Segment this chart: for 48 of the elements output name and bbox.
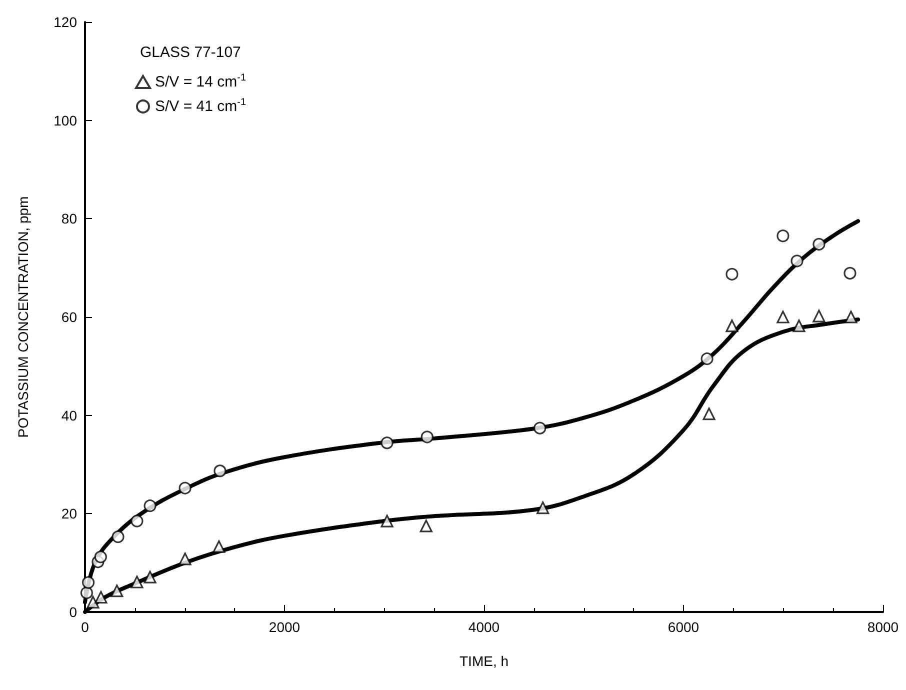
point	[94, 590, 108, 604]
point	[702, 408, 716, 420]
x-tick-label: 8000	[867, 619, 899, 635]
y-tick-label: 80	[61, 210, 78, 227]
point	[726, 268, 738, 281]
point	[776, 310, 790, 324]
point	[536, 501, 550, 514]
x-tick-label: 2000	[268, 619, 300, 635]
point	[178, 482, 192, 494]
y-tick-label: 60	[61, 309, 78, 325]
point	[726, 320, 738, 332]
point	[776, 230, 790, 242]
y-tick-label: 40	[61, 407, 78, 424]
point	[792, 320, 806, 332]
point	[844, 310, 858, 324]
point	[80, 586, 93, 600]
point	[420, 520, 432, 532]
y-tick-label: 100	[54, 112, 78, 128]
point	[534, 422, 546, 434]
point	[144, 570, 156, 584]
point	[94, 550, 107, 564]
point	[112, 530, 124, 544]
point	[178, 552, 192, 566]
point	[790, 254, 804, 268]
x-tick-label: 0	[81, 619, 90, 635]
point	[380, 436, 394, 450]
point	[214, 464, 226, 478]
point	[812, 238, 826, 251]
point	[212, 540, 226, 553]
point	[86, 596, 100, 608]
y-tick-label: 0	[69, 604, 78, 620]
point	[380, 514, 394, 528]
y-tick-label: 20	[61, 506, 78, 522]
point	[812, 310, 826, 322]
point	[110, 584, 124, 598]
point	[130, 514, 144, 528]
point	[844, 266, 856, 280]
point	[130, 576, 144, 588]
y-axis-title: POTASSIUM CONCENTRATION, ppm	[15, 196, 31, 438]
x-axis-title: TIME, h	[459, 653, 509, 669]
point	[82, 576, 95, 589]
x-tick-label: 4000	[468, 619, 500, 635]
point	[144, 500, 156, 512]
point	[700, 352, 714, 366]
point	[420, 430, 434, 444]
x-tick-label: 6000	[668, 619, 700, 635]
legend-title: GLASS 77-107	[140, 44, 241, 61]
y-tick-label: 120	[54, 14, 78, 30]
